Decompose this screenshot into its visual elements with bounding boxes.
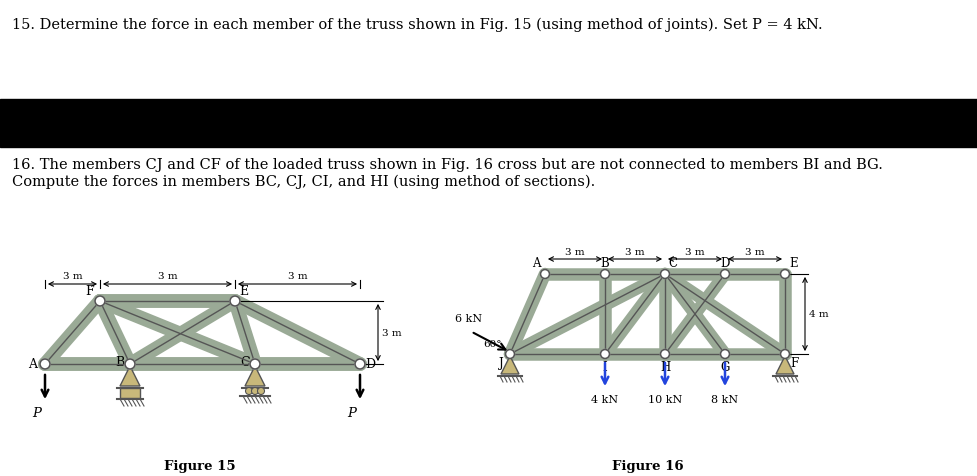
Text: G: G — [720, 360, 730, 373]
Circle shape — [505, 350, 515, 359]
Text: J: J — [499, 356, 504, 369]
Text: 15. Determine the force in each member of the truss shown in Fig. 15 (using meth: 15. Determine the force in each member o… — [12, 18, 823, 32]
Text: 4 m: 4 m — [809, 310, 828, 319]
Circle shape — [40, 359, 50, 369]
Text: 3 m: 3 m — [565, 248, 585, 257]
Circle shape — [251, 387, 259, 395]
Polygon shape — [776, 356, 794, 374]
Text: 3 m: 3 m — [382, 328, 402, 337]
Circle shape — [258, 387, 265, 395]
Circle shape — [230, 297, 240, 307]
Polygon shape — [120, 366, 140, 386]
Text: P: P — [32, 406, 41, 419]
Text: E: E — [789, 257, 797, 269]
Text: 16. The members CJ and CF of the loaded truss shown in Fig. 16 cross but are not: 16. The members CJ and CF of the loaded … — [12, 158, 883, 172]
Text: C: C — [240, 356, 250, 369]
Text: C: C — [668, 257, 677, 269]
Text: 10 kN: 10 kN — [648, 394, 682, 404]
Text: A: A — [28, 358, 37, 371]
Circle shape — [781, 350, 789, 359]
Bar — [0, 100, 977, 148]
Text: P: P — [347, 406, 356, 419]
Polygon shape — [245, 366, 265, 386]
Text: 8 kN: 8 kN — [711, 394, 739, 404]
Circle shape — [660, 270, 669, 279]
Text: 3 m: 3 m — [685, 248, 704, 257]
Text: Compute the forces in members BC, CJ, CI, and HI (using method of sections).: Compute the forces in members BC, CJ, CI… — [12, 175, 595, 189]
Circle shape — [540, 270, 549, 279]
Text: B: B — [115, 356, 125, 369]
Bar — [120, 388, 140, 398]
Text: 3 m: 3 m — [287, 271, 308, 280]
Text: D: D — [720, 257, 730, 269]
Text: F: F — [790, 356, 798, 369]
Text: H: H — [659, 360, 670, 373]
Polygon shape — [501, 356, 519, 374]
Text: 6 kN: 6 kN — [455, 314, 483, 324]
Circle shape — [720, 270, 730, 279]
Circle shape — [601, 270, 610, 279]
Circle shape — [781, 270, 789, 279]
Circle shape — [355, 359, 365, 369]
Text: 3 m: 3 m — [157, 271, 177, 280]
Text: 4 kN: 4 kN — [591, 394, 618, 404]
Text: B: B — [601, 257, 610, 269]
Text: 3 m: 3 m — [745, 248, 765, 257]
Circle shape — [720, 350, 730, 359]
Text: 3 m: 3 m — [63, 271, 82, 280]
Text: Figure 15: Figure 15 — [164, 459, 235, 472]
Text: 60°: 60° — [483, 340, 501, 349]
Text: E: E — [239, 284, 248, 298]
Circle shape — [125, 359, 135, 369]
Circle shape — [601, 350, 610, 359]
Text: Figure 16: Figure 16 — [612, 459, 683, 472]
Circle shape — [660, 350, 669, 359]
Circle shape — [245, 387, 252, 395]
Text: 3 m: 3 m — [625, 248, 645, 257]
Text: D: D — [365, 358, 375, 371]
Circle shape — [250, 359, 260, 369]
Text: F: F — [85, 284, 94, 298]
Circle shape — [95, 297, 105, 307]
Text: A: A — [532, 257, 541, 269]
Text: I: I — [603, 360, 608, 373]
